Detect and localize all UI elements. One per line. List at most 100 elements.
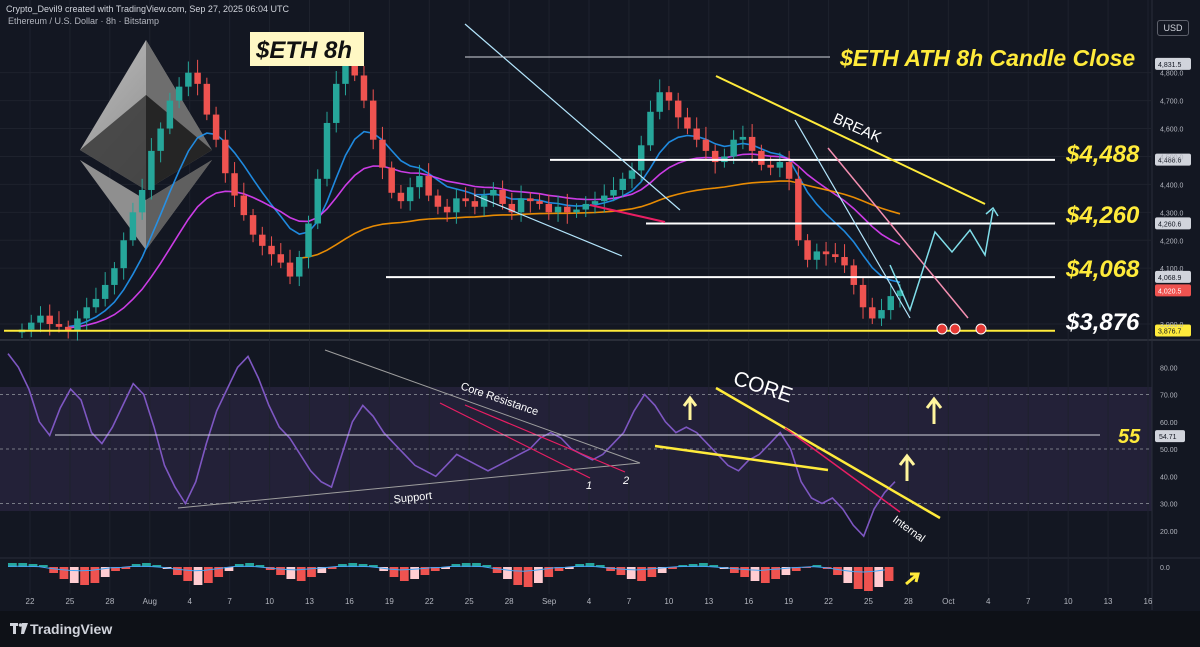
candle-body [333,84,339,123]
candle-body [610,190,616,196]
histogram-bar [400,567,409,581]
y-tick-label: 4,600.0 [1160,127,1183,134]
candle-body [194,73,200,84]
histogram-bar [751,567,760,581]
histogram-bar [276,567,285,575]
candle-body [703,140,709,151]
level-4068: $4,068 [1065,256,1140,283]
candle-body [157,129,163,151]
y-tick-label: 4,700.0 [1160,99,1183,106]
x-tick-label: 13 [704,597,713,606]
candle-body [435,196,441,207]
histogram-bar [60,567,69,579]
histogram-bar [390,567,399,577]
candle-body [176,87,182,101]
x-tick-label: Sep [542,597,557,606]
price-badge-label: 4,831.5 [1158,62,1181,69]
level-3876: $3,876 [1065,309,1140,336]
candle-body [204,84,210,115]
candle-body [425,176,431,196]
rsi-badge-label: 54.71 [1159,434,1177,441]
level-4488: $4,488 [1065,141,1140,168]
candle-body [740,137,746,140]
candle-body [167,101,173,129]
candle-body [46,316,52,324]
candle-body [804,240,810,260]
candle-body [841,257,847,265]
x-tick-label: 25 [465,597,474,606]
x-tick-label: Oct [942,597,955,606]
candle-body [259,235,265,246]
candle-body [93,299,99,307]
x-tick-label: 19 [784,597,793,606]
histogram-bar [740,567,749,577]
y-tick-label: 4,800.0 [1160,71,1183,78]
rsi-tick-label: 20.00 [1160,529,1178,536]
candle-body [56,324,62,327]
x-tick-label: 10 [265,597,274,606]
candle-body [647,112,653,146]
symbol-legend[interactable]: Ethereum / U.S. Dollar · 8h · Bitstamp [8,16,159,26]
candle-body [675,101,681,118]
candle-body [130,212,136,240]
x-tick-label: 16 [1144,597,1153,606]
candle-body [120,240,126,268]
candle-body [407,187,413,201]
histogram-bar [503,567,512,579]
x-tick-label: 28 [904,597,913,606]
candle-body [499,190,505,204]
candle-body [185,73,191,87]
histogram-bar [885,567,894,581]
currency-button[interactable]: USD [1157,20,1189,36]
histogram-bar [627,567,636,579]
x-tick-label: 19 [385,597,394,606]
histogram-bar [854,567,863,589]
candle-body [536,201,542,204]
histogram-bar [173,567,182,575]
hist-tick-label: 0.0 [1160,565,1170,572]
x-tick-label: 22 [824,597,833,606]
histogram-bar [194,567,203,585]
candle-body [888,296,894,310]
candle-body [583,204,589,210]
histogram-bar [617,567,626,575]
candle-body [860,285,866,307]
candle-body [851,265,857,285]
candle-body [388,168,394,193]
y-tick-label: 4,500.0 [1160,154,1183,161]
rsi-tick-label: 50.00 [1160,447,1178,454]
candle-body [231,173,237,195]
candle-body [287,263,293,277]
candle-body [490,190,496,196]
candle-body [361,75,367,100]
candle-body [638,145,644,170]
x-tick-label: 7 [227,597,232,606]
candle-body [546,204,552,212]
histogram-bar [513,567,522,585]
x-tick-label: 10 [664,597,673,606]
candle-body [601,196,607,202]
tradingview-logo-icon [10,623,28,635]
candle-body [278,254,284,262]
candle-body [555,207,561,213]
candle-body [37,316,43,323]
x-tick-label: 28 [105,597,114,606]
histogram-bar [864,567,873,591]
x-tick-label: 13 [305,597,314,606]
candle-body [148,151,154,190]
candle-body [823,251,829,254]
x-tick-label: 25 [864,597,873,606]
y-tick-label: 4,100.0 [1160,266,1183,273]
candle-body [730,140,736,157]
candle-body [268,246,274,254]
level-4260: $4,260 [1065,202,1140,229]
candle-body [869,307,875,318]
x-tick-label: 10 [1064,597,1073,606]
x-tick-label: 7 [627,597,632,606]
footer-brand[interactable]: TradingView [30,621,112,637]
candle-body [878,310,884,318]
credit-text: Crypto_Devil9 created with TradingView.c… [6,4,289,14]
histogram-bar [70,567,79,583]
candle-body [74,318,80,331]
